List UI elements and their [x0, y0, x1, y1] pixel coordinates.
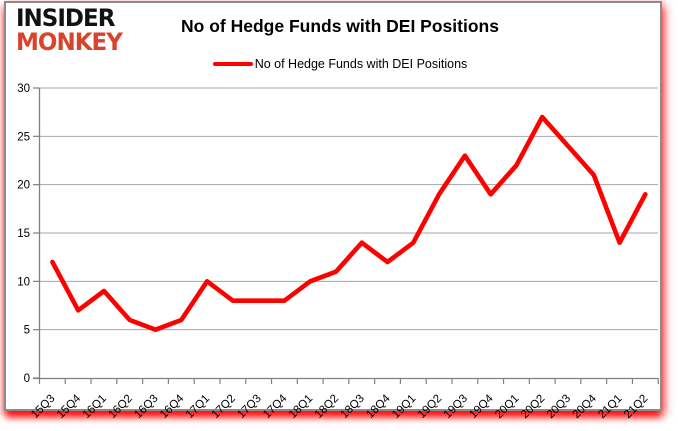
svg-text:19Q2: 19Q2 [416, 393, 444, 421]
svg-text:20Q1: 20Q1 [493, 393, 521, 421]
svg-text:17Q3: 17Q3 [235, 393, 263, 421]
svg-text:20Q2: 20Q2 [519, 393, 547, 421]
svg-text:16Q3: 16Q3 [132, 393, 160, 421]
svg-text:15Q4: 15Q4 [55, 392, 84, 421]
svg-text:18Q3: 18Q3 [338, 393, 366, 421]
gridlines [39, 87, 658, 331]
image-frame [4, 1, 662, 411]
svg-text:16Q2: 16Q2 [106, 393, 134, 421]
svg-text:20Q3: 20Q3 [545, 393, 573, 421]
svg-text:5: 5 [24, 325, 30, 337]
logo-word-insider: INSIDER [16, 4, 115, 33]
insider-monkey-logo: INSIDER MONKEY [16, 4, 123, 56]
logo-word-monkey: MONKEY [16, 28, 123, 56]
svg-text:15: 15 [17, 228, 30, 240]
svg-text:16Q1: 16Q1 [81, 393, 109, 421]
svg-text:17Q4: 17Q4 [261, 392, 290, 421]
svg-text:10: 10 [17, 276, 30, 288]
svg-text:18Q1: 18Q1 [287, 393, 315, 421]
legend-line-marker [212, 62, 253, 66]
svg-text:18Q4: 18Q4 [364, 392, 393, 421]
svg-text:16Q4: 16Q4 [158, 392, 187, 421]
svg-text:30: 30 [17, 83, 30, 95]
svg-text:0: 0 [24, 373, 30, 385]
svg-text:18Q2: 18Q2 [313, 393, 341, 421]
svg-text:20Q4: 20Q4 [571, 392, 600, 421]
legend: No of Hedge Funds with DEI Positions [140, 57, 540, 71]
svg-text:19Q4: 19Q4 [467, 392, 496, 421]
x-axis-labels: 15Q315Q416Q116Q216Q316Q417Q117Q217Q317Q4… [29, 392, 650, 421]
svg-text:20: 20 [17, 180, 30, 192]
svg-text:17Q1: 17Q1 [184, 393, 212, 421]
svg-text:25: 25 [17, 131, 30, 143]
svg-text:21Q1: 21Q1 [596, 393, 624, 421]
svg-text:17Q2: 17Q2 [210, 393, 238, 421]
axes [33, 87, 659, 384]
svg-text:15Q3: 15Q3 [29, 393, 57, 421]
svg-text:19Q1: 19Q1 [390, 393, 418, 421]
legend-label: No of Hedge Funds with DEI Positions [254, 57, 468, 71]
svg-text:19Q3: 19Q3 [442, 393, 470, 421]
series-line-hedge-funds [50, 114, 648, 333]
svg-text:21Q2: 21Q2 [622, 393, 650, 421]
chart-title: No of Hedge Funds with DEI Positions [181, 16, 499, 36]
y-axis-labels: 0 5 10 15 20 25 30 [17, 83, 30, 385]
